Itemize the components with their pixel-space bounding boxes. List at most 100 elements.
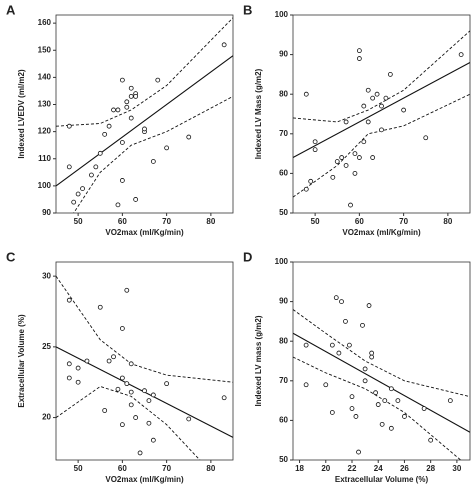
point — [128, 361, 134, 367]
point — [124, 99, 130, 105]
point — [66, 361, 72, 367]
point — [115, 107, 121, 113]
x-tick-label: 70 — [162, 464, 171, 473]
point — [333, 295, 339, 301]
point — [382, 398, 388, 404]
point — [66, 164, 72, 170]
panel: D 18 20 22 24 26 28 30 50 60 70 80 90 100 Extracellula… — [243, 249, 471, 484]
point — [137, 450, 143, 456]
point — [119, 375, 125, 381]
y-tick-label: 100 — [275, 10, 289, 19]
x-axis-label: VO2max (ml/Kg/min) — [105, 228, 184, 237]
point — [361, 139, 367, 145]
point — [102, 131, 108, 137]
point — [356, 56, 362, 61]
x-tick-label: 60 — [118, 464, 127, 473]
point — [339, 299, 344, 305]
point — [111, 107, 116, 113]
x-tick-label: 20 — [321, 464, 330, 473]
point — [374, 91, 380, 97]
point — [128, 115, 134, 121]
point — [329, 410, 335, 415]
y-tick-label: 80 — [279, 89, 288, 98]
y-tick-label: 110 — [38, 154, 51, 163]
point — [336, 350, 342, 356]
point — [133, 415, 139, 420]
point — [128, 389, 134, 395]
point — [97, 304, 103, 310]
point — [366, 303, 372, 308]
point — [379, 127, 384, 133]
point — [308, 178, 314, 184]
point — [369, 354, 375, 360]
point — [155, 77, 161, 83]
x-tick-label: 30 — [452, 464, 461, 473]
point — [361, 103, 367, 109]
ci-lower — [56, 385, 201, 460]
plot-frame — [55, 261, 234, 461]
point — [84, 358, 90, 364]
point — [150, 392, 156, 398]
fit-line — [293, 332, 470, 433]
x-tick-label: 50 — [74, 217, 83, 226]
panel: A 50 60 70 80 90 100 110 120 130 140 150 160 VO2max (… — [6, 2, 234, 237]
point — [343, 318, 348, 324]
y-tick-label: 100 — [275, 257, 289, 266]
point — [93, 164, 99, 170]
point — [365, 119, 371, 125]
y-tick-label: 30 — [42, 271, 51, 280]
point — [106, 123, 112, 129]
y-tick-label: 25 — [42, 342, 51, 351]
point — [365, 87, 371, 93]
point — [362, 378, 368, 384]
point — [150, 437, 156, 443]
ci-upper — [293, 309, 470, 398]
x-tick-label: 22 — [348, 464, 357, 473]
y-tick-label: 70 — [279, 376, 288, 385]
fit-line — [56, 55, 233, 187]
point — [373, 390, 379, 396]
point — [447, 398, 453, 404]
panel: C 50 60 70 80 20 25 30 VO2max (ml/Kg/min) Extrace… — [6, 249, 234, 484]
panel: B 50 60 70 80 50 60 70 80 90 100 VO2max (ml/Kg/min)… — [243, 2, 471, 237]
point — [303, 382, 309, 388]
point — [66, 375, 72, 381]
point — [379, 421, 385, 427]
point — [164, 145, 170, 151]
point — [66, 123, 72, 129]
plot-area — [293, 309, 470, 460]
x-tick-label: 80 — [206, 464, 215, 473]
point — [119, 140, 125, 145]
x-tick-label: 70 — [399, 217, 408, 226]
point — [119, 326, 125, 331]
point — [379, 103, 384, 109]
ci-upper — [56, 275, 233, 383]
x-axis-label: Extracellular Volume (%) — [335, 475, 429, 484]
point — [80, 186, 85, 191]
y-tick-label: 130 — [38, 100, 52, 109]
panel-label: C — [6, 249, 16, 264]
plot-area — [56, 275, 233, 460]
point — [375, 402, 381, 407]
point — [388, 386, 394, 392]
plot-frame — [292, 14, 471, 214]
x-tick-label: 26 — [400, 464, 409, 473]
x-axis-label: VO2max (ml/Kg/min) — [105, 475, 184, 484]
ci-lower — [293, 93, 470, 198]
point — [428, 437, 434, 443]
point — [362, 366, 368, 372]
point — [312, 147, 318, 153]
point — [348, 202, 353, 208]
y-tick-label: 90 — [279, 297, 288, 306]
point — [383, 95, 389, 101]
point — [349, 406, 355, 411]
point — [150, 159, 156, 164]
point — [388, 425, 394, 431]
point — [133, 197, 139, 202]
point — [128, 402, 134, 408]
point — [323, 382, 329, 388]
point — [395, 398, 401, 404]
point — [221, 42, 227, 48]
point — [66, 297, 72, 303]
